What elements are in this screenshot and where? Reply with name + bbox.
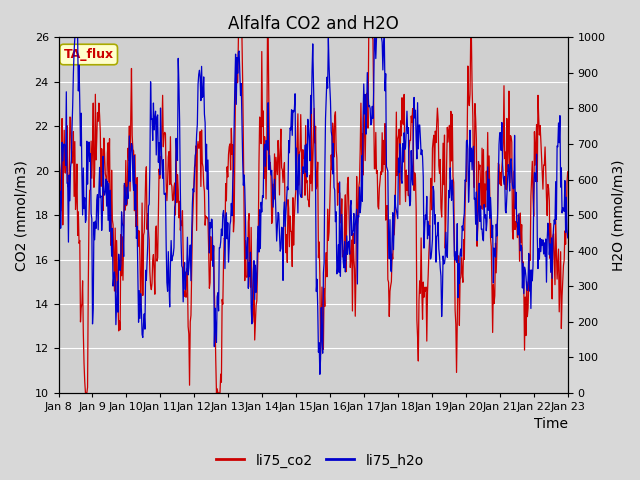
- X-axis label: Time: Time: [534, 418, 568, 432]
- Text: TA_flux: TA_flux: [63, 48, 114, 61]
- Title: Alfalfa CO2 and H2O: Alfalfa CO2 and H2O: [228, 15, 399, 33]
- Y-axis label: CO2 (mmol/m3): CO2 (mmol/m3): [15, 160, 29, 271]
- Legend: li75_co2, li75_h2o: li75_co2, li75_h2o: [211, 448, 429, 473]
- Y-axis label: H2O (mmol/m3): H2O (mmol/m3): [611, 159, 625, 271]
